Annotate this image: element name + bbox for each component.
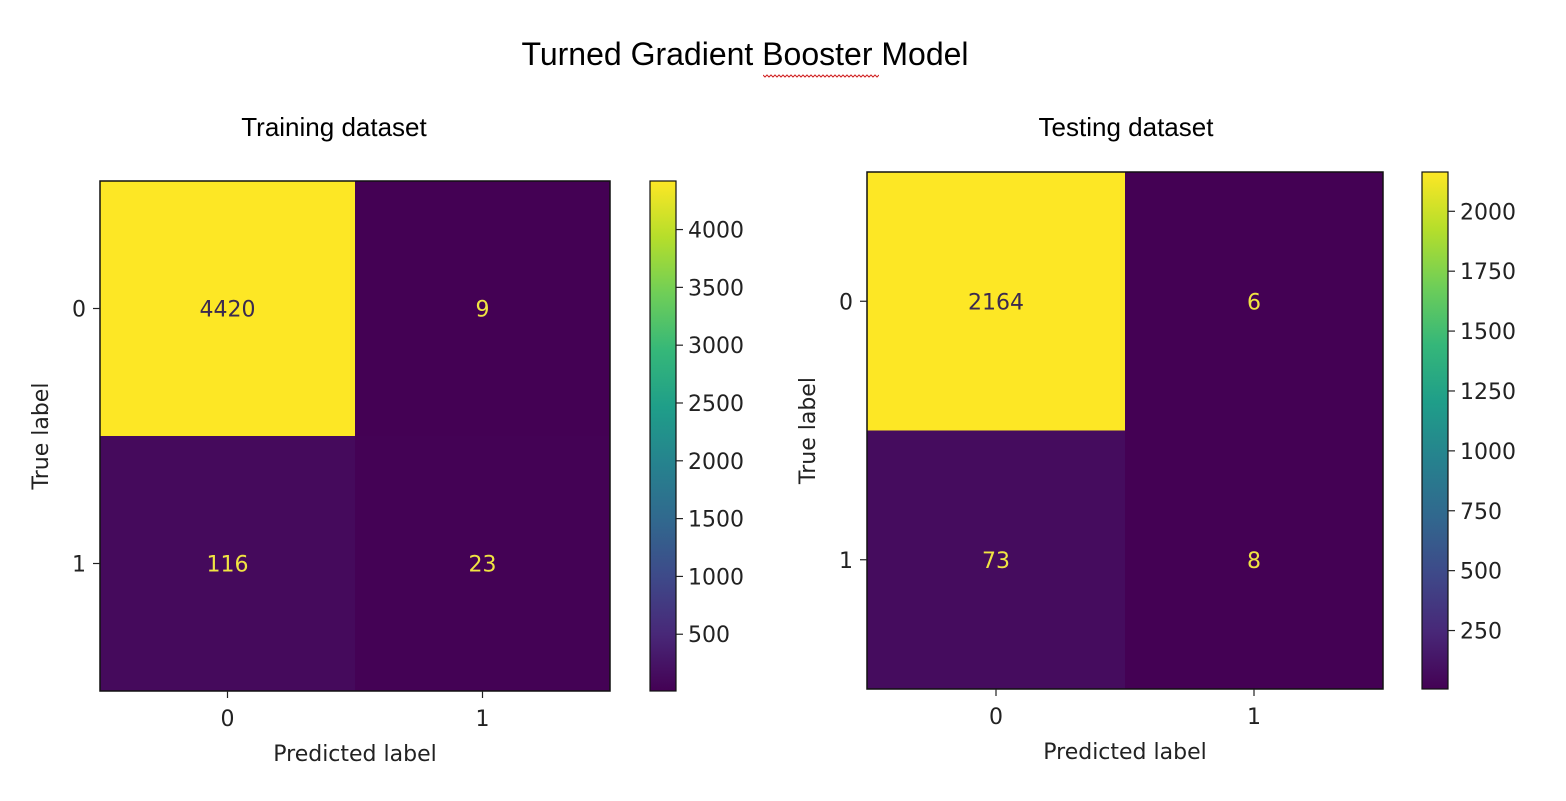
x-tick-label-testing-0: 0: [989, 705, 1003, 730]
matrix-cell-training-0-1: [355, 181, 610, 436]
colorbar-tick-label-testing-0: 250: [1460, 620, 1502, 645]
colorbar-tick-label-testing-3: 1000: [1460, 440, 1516, 465]
colorbar-tick-label-testing-5: 1500: [1460, 320, 1516, 345]
colorbar-tick-label-testing-2: 750: [1460, 500, 1502, 525]
colorbar-testing: [1422, 172, 1448, 689]
panel-title-testing: Testing dataset: [1038, 112, 1214, 142]
matrix-cell-testing-0-1: [1125, 172, 1383, 431]
panel-title-training: Training dataset: [241, 112, 427, 142]
x-axis-label-testing: Predicted label: [1043, 740, 1206, 765]
matrix-cell-training-1-0: [100, 436, 355, 691]
colorbar-tick-label-training-5: 3000: [688, 334, 744, 359]
colorbar-frame-training: [649, 180, 677, 692]
cell-label-testing-1-1: 8: [1247, 549, 1261, 574]
matrix-cell-training-1-1: [355, 436, 610, 691]
spellcheck-underline: [763, 74, 879, 78]
x-tick-label-training-1: 1: [476, 707, 490, 732]
cell-label-testing-0-0: 2164: [968, 290, 1024, 315]
colorbar-tick-label-testing-7: 2000: [1460, 200, 1516, 225]
matrix-cell-testing-1-1: [1125, 430, 1383, 689]
x-tick-label-testing-1: 1: [1247, 705, 1261, 730]
colorbar-tick-label-training-6: 3500: [688, 276, 744, 301]
x-axis-label-training: Predicted label: [273, 742, 436, 767]
y-axis-label-testing: True label: [796, 377, 821, 485]
cell-label-testing-0-1: 6: [1247, 290, 1261, 315]
y-tick-label-training-0: 0: [72, 298, 86, 323]
colorbar-tick-label-training-4: 2500: [688, 392, 744, 417]
x-tick-label-training-0: 0: [221, 707, 235, 732]
colorbar-frame-testing: [1421, 171, 1449, 690]
y-tick-label-testing-0: 0: [839, 290, 853, 315]
matrix-cell-testing-0-0: [867, 172, 1125, 431]
matrix-frame-training: [99, 180, 611, 692]
cell-label-training-1-1: 23: [469, 553, 497, 578]
colorbar-tick-label-testing-6: 1750: [1460, 260, 1516, 285]
matrix-cell-training-0-0: [100, 181, 355, 436]
y-tick-label-training-1: 1: [72, 553, 86, 578]
cell-label-training-0-0: 4420: [200, 298, 256, 323]
colorbar-tick-label-testing-4: 1250: [1460, 380, 1516, 405]
matrix-cell-testing-1-0: [867, 430, 1125, 689]
colorbar-tick-label-training-7: 4000: [688, 219, 744, 244]
cell-label-training-1-0: 116: [207, 553, 249, 578]
colorbar-tick-label-testing-1: 500: [1460, 560, 1502, 585]
colorbar-tick-label-training-2: 1500: [688, 508, 744, 533]
colorbar-tick-label-training-3: 2000: [688, 450, 744, 475]
cell-label-testing-1-0: 73: [982, 549, 1010, 574]
colorbar-tick-label-training-1: 1000: [688, 565, 744, 590]
colorbar-tick-label-training-0: 500: [688, 623, 730, 648]
y-tick-label-testing-1: 1: [839, 549, 853, 574]
cell-label-training-0-1: 9: [476, 298, 490, 323]
y-axis-label-training: True label: [29, 383, 54, 491]
figure-title: Turned Gradient Booster Model: [521, 36, 969, 72]
colorbar-training: [650, 181, 676, 691]
matrix-frame-testing: [866, 171, 1384, 690]
